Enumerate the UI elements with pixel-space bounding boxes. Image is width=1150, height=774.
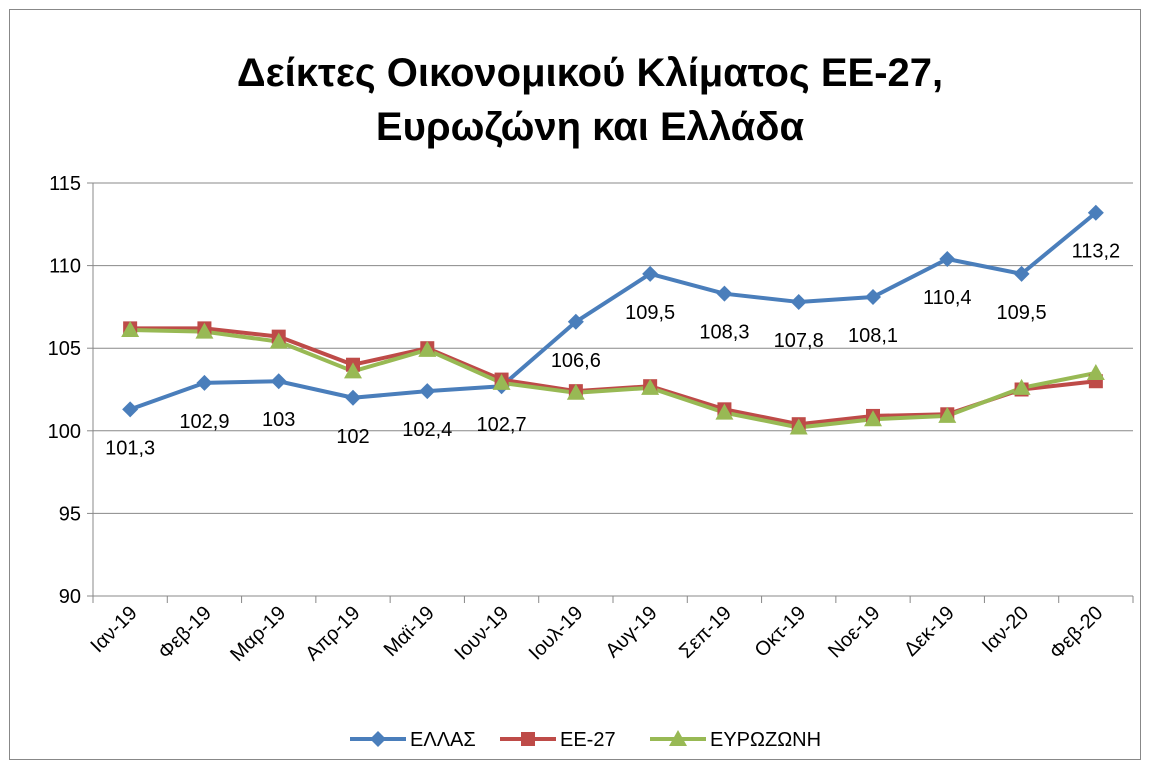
data-point [567,313,584,330]
data-point [270,373,287,390]
data-point [865,288,881,305]
y-tick-label: 105 [48,338,81,360]
data-point [715,403,734,420]
data-point [1012,378,1031,395]
data-label: 101,3 [105,437,155,459]
data-point [864,410,882,427]
data-point [790,293,807,310]
chart-title: Δείκτες Οικονομικού Κλίματος ΕΕ-27, [237,51,943,95]
legend-label: ΕΕ-27 [560,729,616,751]
legend-label: ΕΛΛΑΣ [410,729,476,751]
data-point [789,418,808,435]
data-label: 102 [336,426,369,448]
series-line [130,328,1097,430]
data-point [1087,204,1104,221]
data-label: 108,1 [848,325,898,347]
data-label: 102,4 [402,419,452,441]
data-point [1086,363,1105,380]
data-point [1013,265,1030,282]
data-point [345,389,361,406]
data-point [196,374,213,391]
data-point [939,250,956,267]
data-point [566,383,585,400]
y-tick-label: 115 [49,173,81,195]
data-point [418,340,437,357]
legend-marker [521,732,535,746]
data-point [419,383,436,400]
data-label: 102,9 [179,411,229,433]
y-tick-label: 95 [59,503,81,525]
data-label: 110,4 [923,287,972,309]
y-tick-label: 90 [59,586,81,608]
data-point [121,321,140,338]
chart-title: Ευρωζώνη και Ελλάδα [376,105,805,149]
y-tick-label: 100 [48,421,81,443]
data-point [269,332,288,349]
data-point [716,285,733,302]
legend-marker [669,730,687,746]
data-point [642,265,659,282]
data-label: 102,7 [477,414,527,436]
data-label: 108,3 [699,322,749,344]
data-label: 106,6 [551,350,601,372]
data-point [641,378,660,395]
data-label: 113,2 [1072,241,1121,263]
y-tick-label: 110 [49,256,81,278]
series-line [129,211,1098,412]
data-point [195,322,214,339]
data-point [492,373,511,390]
data-point [122,401,139,418]
legend-label: ΕΥΡΩΖΩΝΗ [710,729,821,751]
data-point [344,362,362,379]
data-label: 109,5 [997,302,1047,324]
data-label: 103 [262,409,295,431]
legend-marker [370,731,386,747]
data-point [938,406,957,423]
data-label: 107,8 [774,330,824,352]
data-label: 109,5 [625,302,675,324]
